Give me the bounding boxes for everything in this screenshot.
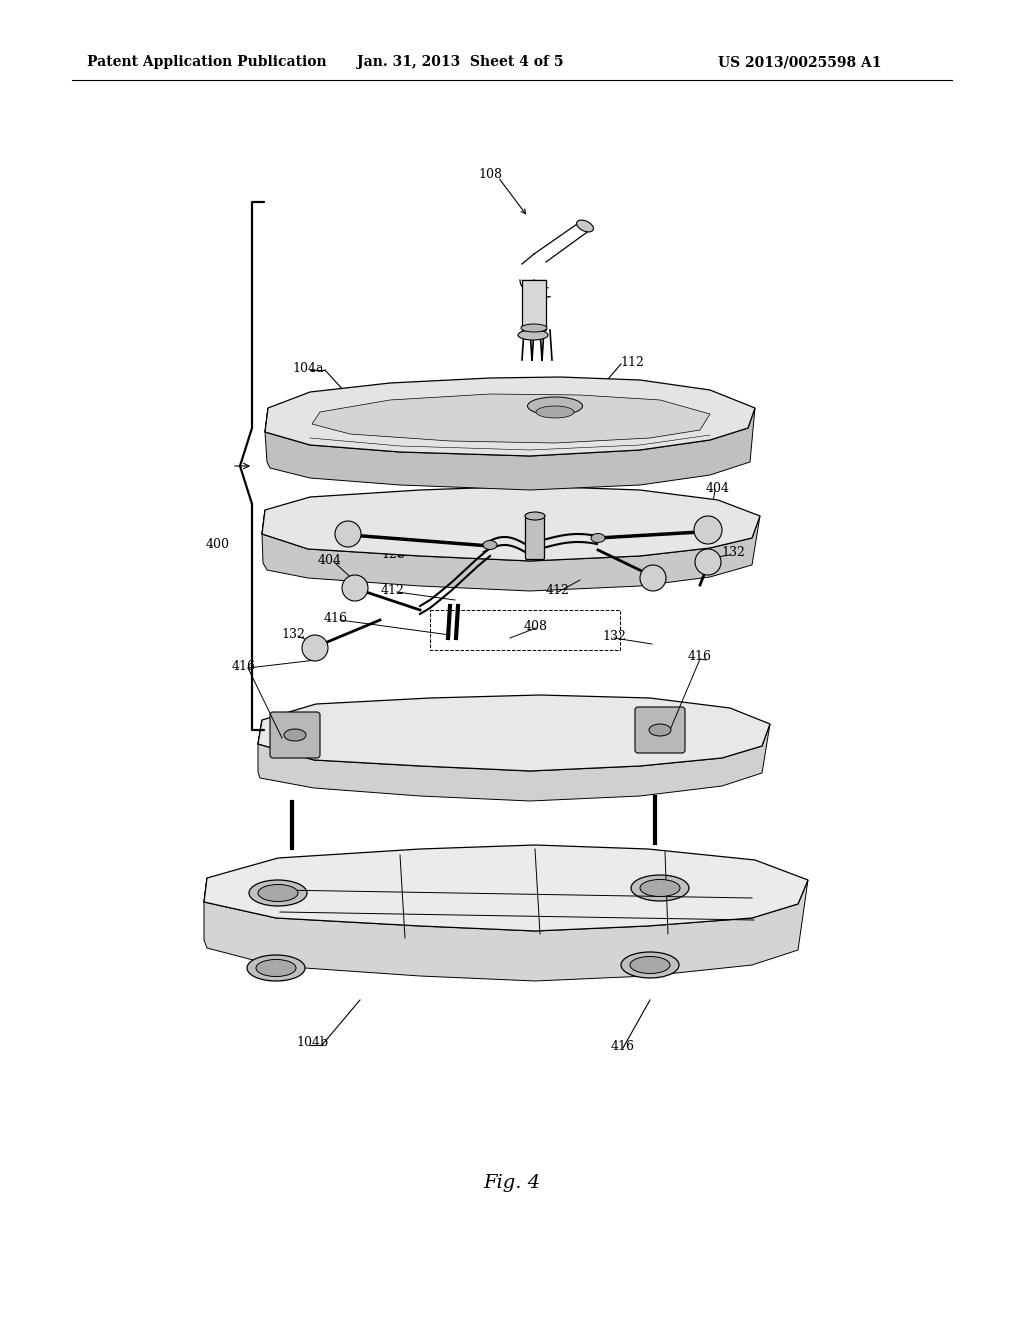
Text: 412: 412: [546, 583, 570, 597]
Text: 132: 132: [602, 630, 626, 643]
Polygon shape: [522, 280, 546, 330]
Circle shape: [335, 521, 361, 546]
Ellipse shape: [249, 880, 307, 906]
Ellipse shape: [631, 875, 689, 902]
Circle shape: [694, 516, 722, 544]
Ellipse shape: [577, 220, 594, 232]
Circle shape: [342, 576, 368, 601]
Text: 404: 404: [706, 482, 730, 495]
Text: 416: 416: [232, 660, 256, 672]
Text: 132: 132: [281, 627, 305, 640]
Polygon shape: [265, 378, 755, 455]
Text: 412: 412: [381, 583, 404, 597]
Ellipse shape: [521, 323, 547, 333]
Text: Jan. 31, 2013  Sheet 4 of 5: Jan. 31, 2013 Sheet 4 of 5: [356, 55, 563, 69]
Text: Fig. 4: Fig. 4: [483, 1173, 541, 1192]
Polygon shape: [204, 878, 808, 981]
Text: 404: 404: [318, 553, 342, 566]
FancyBboxPatch shape: [270, 711, 319, 758]
Ellipse shape: [527, 397, 583, 414]
Polygon shape: [258, 696, 770, 771]
Polygon shape: [262, 486, 760, 561]
Polygon shape: [312, 393, 710, 444]
Text: 400: 400: [206, 539, 230, 552]
Ellipse shape: [536, 407, 574, 418]
Circle shape: [302, 635, 328, 661]
Ellipse shape: [258, 884, 298, 902]
Text: 416: 416: [324, 611, 348, 624]
Polygon shape: [262, 510, 760, 591]
Text: 408: 408: [524, 619, 548, 632]
Polygon shape: [204, 845, 808, 931]
FancyBboxPatch shape: [525, 515, 545, 560]
Text: 104b: 104b: [296, 1036, 328, 1049]
Text: 128: 128: [381, 548, 404, 561]
Ellipse shape: [640, 879, 680, 896]
Text: 104a: 104a: [292, 362, 324, 375]
Ellipse shape: [518, 330, 548, 341]
FancyBboxPatch shape: [635, 708, 685, 752]
Polygon shape: [258, 719, 770, 801]
Ellipse shape: [591, 533, 605, 543]
Circle shape: [640, 565, 666, 591]
Text: US 2013/0025598 A1: US 2013/0025598 A1: [718, 55, 882, 69]
Circle shape: [695, 549, 721, 576]
Text: 416: 416: [611, 1040, 635, 1052]
Ellipse shape: [247, 954, 305, 981]
Ellipse shape: [483, 540, 497, 549]
Text: 108: 108: [478, 169, 502, 181]
Text: 112: 112: [621, 355, 644, 368]
Ellipse shape: [630, 957, 670, 974]
Text: Patent Application Publication: Patent Application Publication: [87, 55, 327, 69]
Text: 132: 132: [304, 516, 328, 528]
Ellipse shape: [649, 723, 671, 737]
Text: 132: 132: [721, 546, 744, 560]
Polygon shape: [265, 408, 755, 490]
Ellipse shape: [525, 512, 545, 520]
Ellipse shape: [621, 952, 679, 978]
Text: 416: 416: [688, 651, 712, 664]
Ellipse shape: [284, 729, 306, 741]
Text: 412: 412: [539, 512, 563, 525]
Ellipse shape: [256, 960, 296, 977]
